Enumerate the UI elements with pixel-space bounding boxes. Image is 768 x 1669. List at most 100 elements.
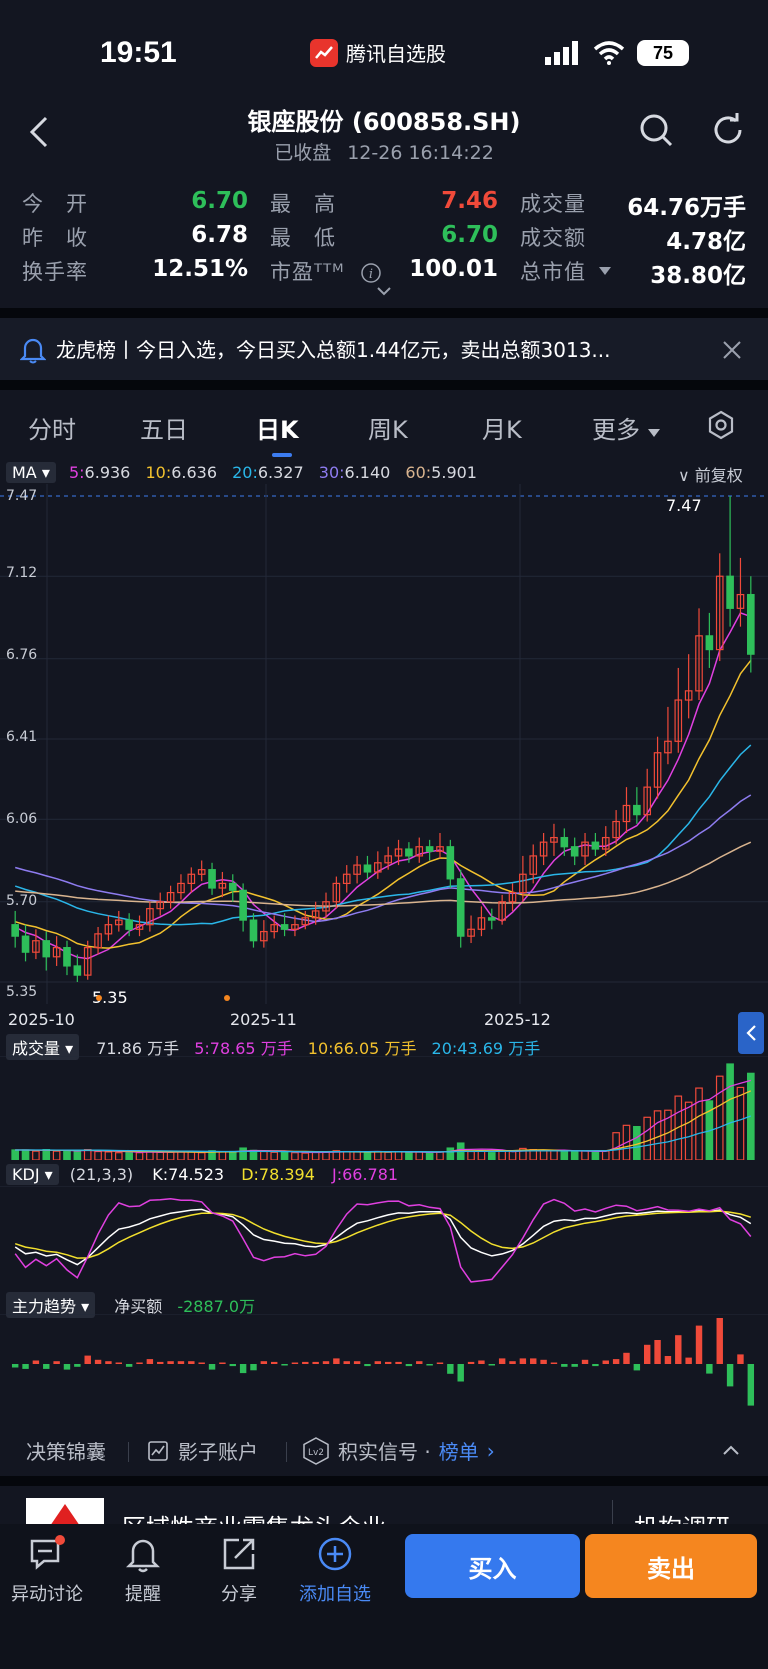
svg-text:i: i: [369, 267, 373, 282]
mktcap-label[interactable]: 总市值: [520, 260, 586, 284]
kdj-chart[interactable]: [0, 1186, 768, 1290]
candle-body: [146, 908, 154, 926]
close-icon[interactable]: [722, 340, 742, 360]
kdj-selector[interactable]: KDJ ▾: [6, 1164, 59, 1185]
tab-weekly-k[interactable]: 周K: [368, 416, 408, 444]
candle-body: [52, 947, 61, 958]
collapse-panel-button[interactable]: [738, 1012, 764, 1054]
ma30-name: 30:: [318, 463, 345, 482]
candle-body: [570, 846, 579, 857]
volume-bar: [104, 1151, 113, 1160]
volume-bar: [508, 1150, 517, 1160]
expand-chevron-icon[interactable]: [376, 286, 392, 296]
event-marker[interactable]: [224, 995, 230, 1001]
candle-body: [529, 855, 538, 875]
volume-bar: [591, 1151, 600, 1160]
volume-ma20-line: [15, 1115, 752, 1153]
net-flow-bar: [395, 1361, 402, 1364]
volume-ma10-line: [15, 1090, 752, 1153]
info-icon[interactable]: i: [360, 262, 382, 284]
tab-intraday[interactable]: 分时: [28, 416, 76, 444]
candle-body: [342, 873, 351, 885]
candle-body: [104, 924, 113, 935]
quote-row-1: 今 开 6.70 最 高 7.46 成交量 64.76万手: [0, 188, 768, 222]
active-tab-underline: [272, 453, 292, 457]
candle-body: [363, 864, 372, 873]
volume-bar: [674, 1095, 683, 1160]
tab-more[interactable]: 更多: [592, 410, 660, 445]
shadow-account-button[interactable]: 影子账户: [148, 1436, 258, 1465]
event-marker[interactable]: [96, 995, 102, 1001]
decision-tool-button[interactable]: 决策锦囊: [26, 1440, 106, 1464]
promo-strip[interactable]: 区域性商业零售龙头企业 机构调研: [0, 1486, 768, 1526]
net-flow-bar: [239, 1364, 247, 1374]
status-icons: 75: [545, 40, 689, 66]
volume-chart[interactable]: [0, 1056, 768, 1160]
volume-bar: [21, 1149, 30, 1160]
discussion-button[interactable]: 异动讨论: [2, 1534, 92, 1606]
candle-body: [705, 635, 714, 651]
x-tick-label: 2025-10: [8, 1010, 75, 1029]
net-flow-bar: [177, 1361, 185, 1364]
candle-body: [125, 919, 133, 930]
net-flow-bar: [229, 1364, 236, 1367]
candle-body: [73, 965, 82, 976]
net-flow-bar: [322, 1361, 330, 1364]
ma60-line: [15, 841, 752, 907]
divider: [0, 380, 768, 390]
signal-button[interactable]: Lv2 积实信号 · 榜单 ›: [302, 1436, 495, 1465]
discussion-label: 异动讨论: [11, 1584, 83, 1605]
bell-icon: [20, 338, 46, 364]
net-flow-bar: [695, 1325, 703, 1364]
net-flow-bar: [333, 1358, 340, 1364]
ranking-link[interactable]: 榜单: [438, 1440, 479, 1464]
candle-body: [353, 864, 361, 875]
net-flow-bar: [281, 1364, 288, 1366]
ma10-line: [14, 659, 752, 949]
chevron-up-icon[interactable]: [722, 1444, 740, 1456]
tab-monthly-k[interactable]: 月K: [482, 416, 522, 444]
ma-selector[interactable]: MA ▾: [6, 462, 56, 483]
candle-body: [467, 928, 475, 937]
adjust-selector[interactable]: ∨ 前复权: [678, 466, 743, 485]
share-button[interactable]: 分享: [194, 1534, 284, 1606]
refresh-button[interactable]: [710, 112, 746, 148]
volume-bar: [539, 1150, 548, 1160]
main-force-chart[interactable]: [0, 1314, 768, 1418]
lv2-badge-icon: Lv2: [303, 1436, 329, 1465]
volume-bar: [643, 1116, 652, 1160]
sell-button[interactable]: 卖出: [585, 1534, 757, 1598]
volume-bar: [498, 1150, 506, 1160]
net-flow-bar: [43, 1364, 50, 1369]
stock-header: 银座股份 (600858.SH) 已收盘 12-26 16:14:22: [0, 100, 768, 170]
tab-five-day[interactable]: 五日: [140, 416, 188, 444]
candle-body: [228, 882, 237, 891]
adjust-label: 前复权: [694, 466, 743, 485]
volume-bar: [11, 1149, 19, 1160]
ma-legend: MA ▾ 5:6.936 10:6.636 20:6.327 30:6.140 …: [6, 462, 477, 483]
search-button[interactable]: [638, 112, 674, 148]
ma60-legend: 60:5.901: [405, 463, 477, 482]
company-logo: [26, 1498, 104, 1526]
add-watchlist-button[interactable]: 添加自选: [290, 1534, 380, 1606]
svg-text:Lv2: Lv2: [308, 1448, 324, 1458]
candle-body: [260, 930, 268, 942]
alert-button[interactable]: 提醒: [98, 1534, 188, 1606]
net-flow-bar: [612, 1359, 620, 1364]
tab-daily-k[interactable]: 日K: [256, 416, 299, 444]
dragon-tiger-notice[interactable]: 龙虎榜丨今日入选，今日买入总额1.44亿元，卖出总额3013...: [0, 318, 768, 380]
settings-icon[interactable]: [706, 410, 736, 440]
candle-body: [374, 862, 382, 873]
candle-body: [291, 924, 299, 930]
candle-body: [187, 873, 196, 885]
kline-chart[interactable]: [0, 484, 768, 1004]
candle-body: [63, 947, 71, 967]
net-flow-bar: [84, 1355, 91, 1364]
volume-bar: [715, 1075, 724, 1160]
ma20-line: [14, 744, 752, 926]
pe-label: 市盈ᵀᵀᴹ: [270, 260, 345, 284]
net-flow-bar: [63, 1364, 71, 1370]
buy-button[interactable]: 买入: [405, 1534, 580, 1598]
back-button[interactable]: [24, 114, 54, 150]
chevron-left-icon: [746, 1025, 756, 1041]
